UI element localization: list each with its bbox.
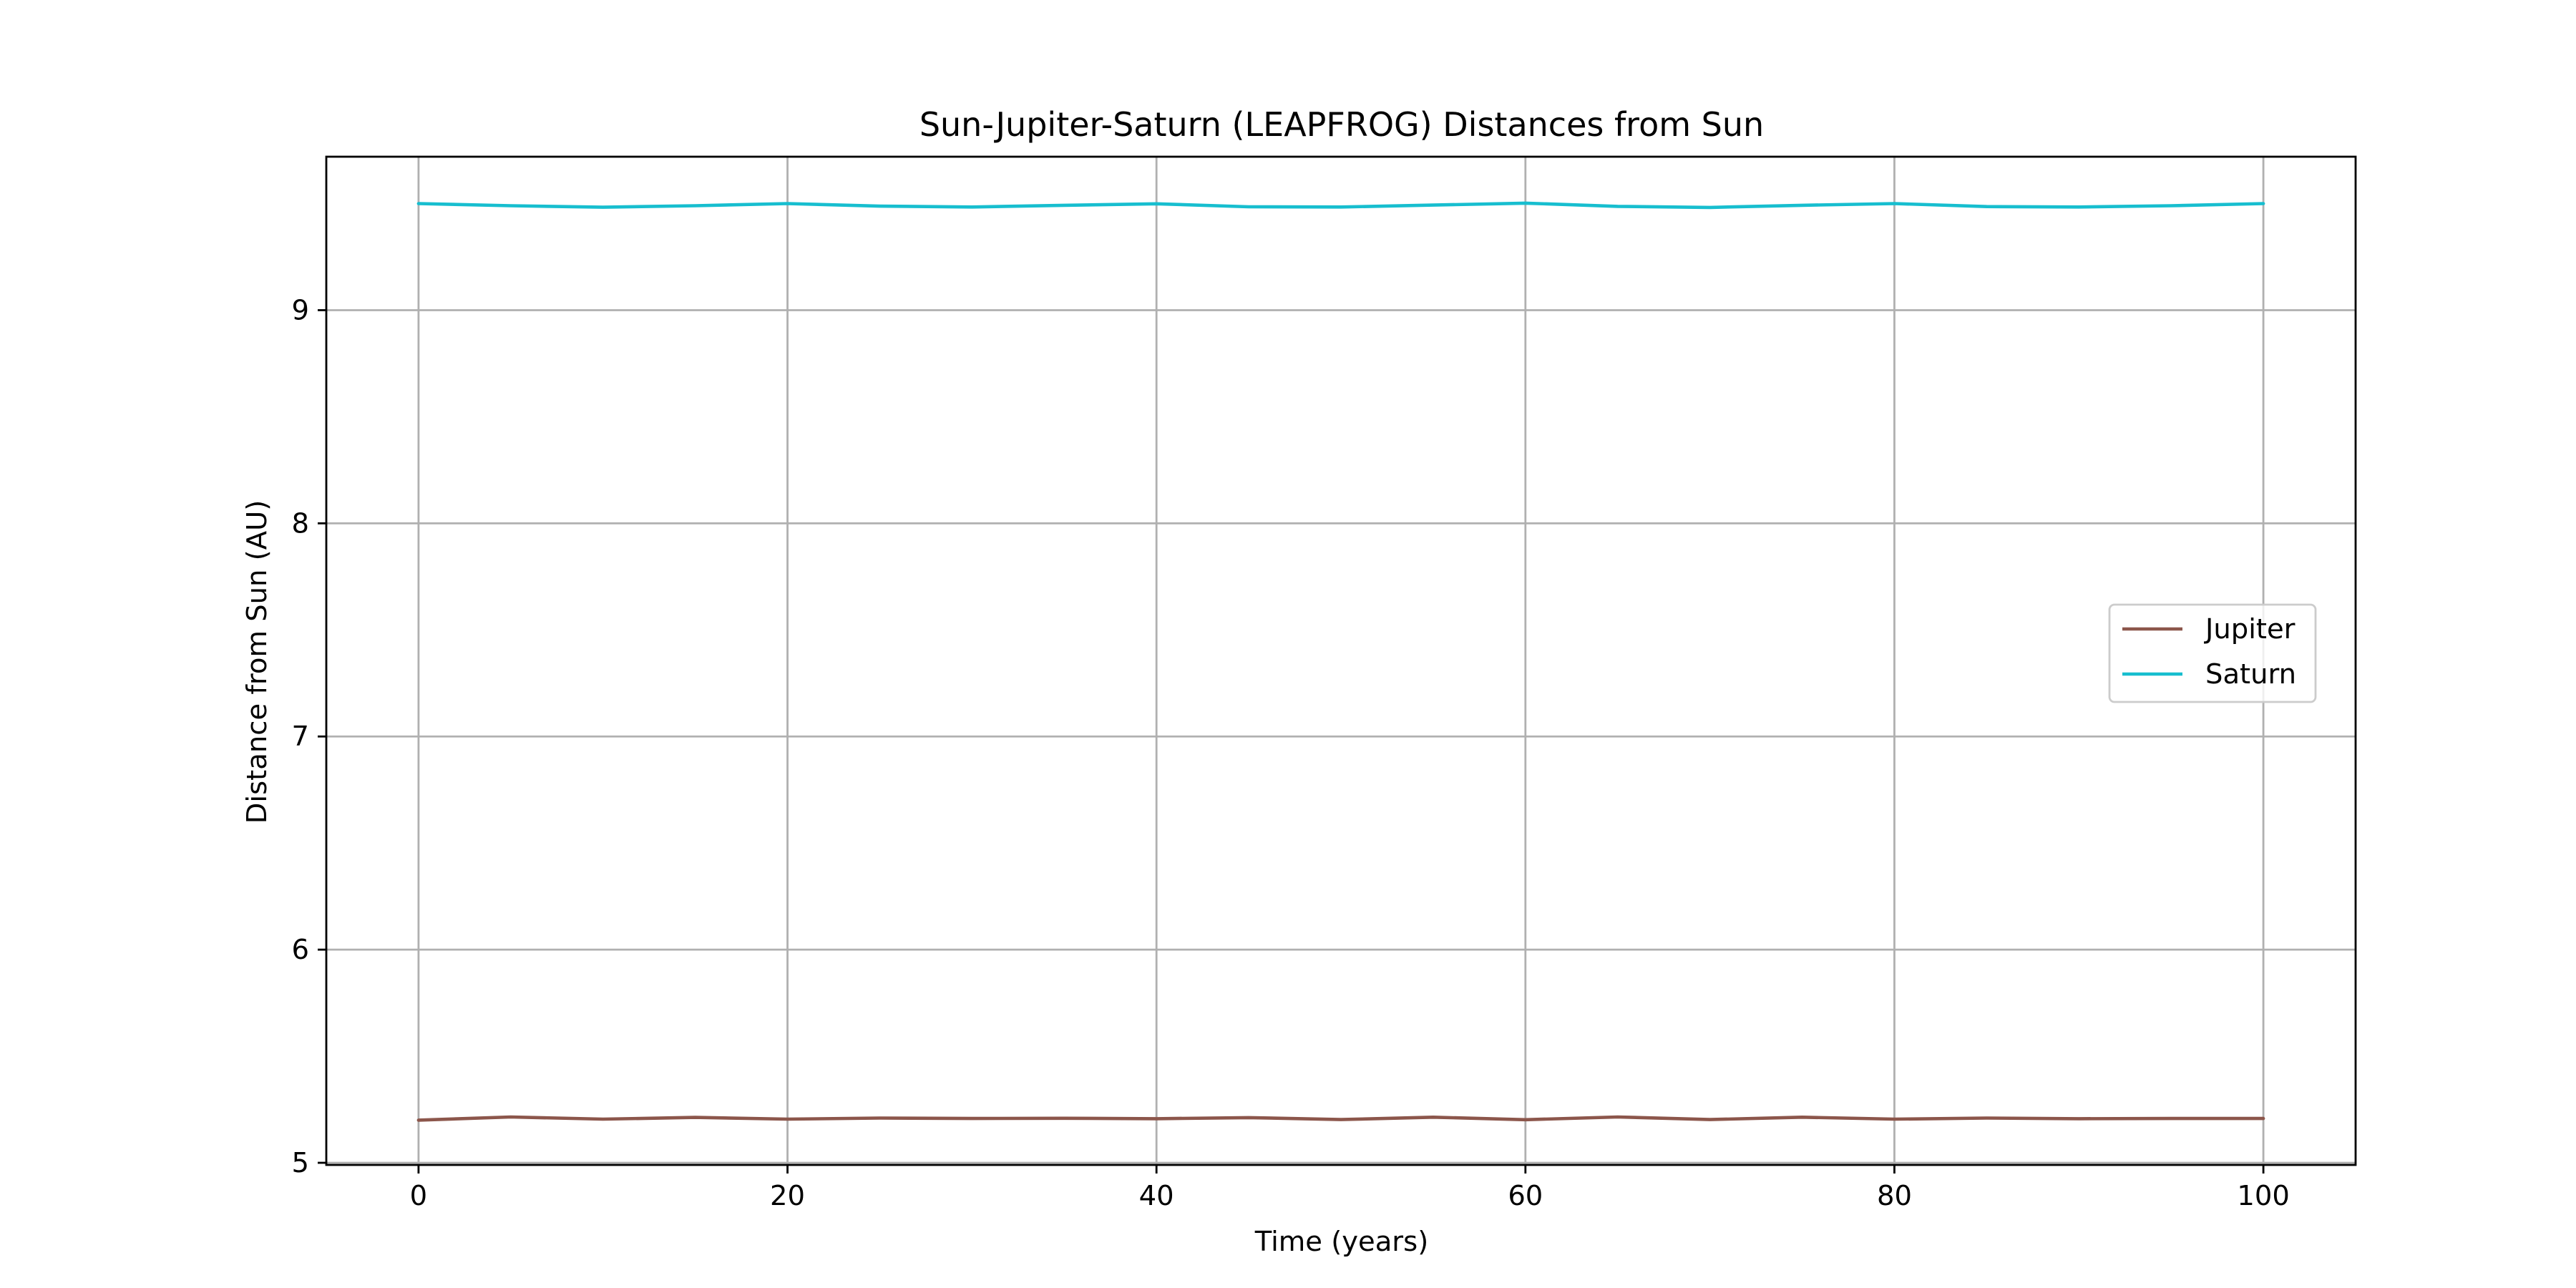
legend-label-saturn: Saturn [2205,658,2296,691]
series-lines [416,201,2265,1122]
x-tick-label: 80 [1877,1180,1912,1212]
x-axis-label: Time (years) [1254,1226,1428,1258]
grid [326,157,2356,1165]
y-tick-label: 5 [292,1147,310,1179]
axes-frame [325,155,2357,1166]
x-tick-label: 60 [1508,1180,1543,1212]
legend-label-jupiter: Jupiter [2204,613,2296,645]
y-axis-label: Distance from Sun (AU) [241,500,273,824]
axis-ticks: 0 20 40 60 80 100 5 6 7 8 9 [292,294,2290,1212]
y-tick-label: 6 [292,934,310,966]
x-tick-label: 100 [2237,1180,2290,1212]
x-tick-label: 20 [770,1180,805,1212]
x-tick-label: 0 [410,1180,428,1212]
chart-title: Sun-Jupiter-Saturn (LEAPFROG) Distances … [919,105,1764,144]
series-line-jupiter [416,1115,2265,1122]
y-tick-label: 7 [292,721,310,753]
x-tick-label: 40 [1139,1180,1174,1212]
y-tick-label: 9 [292,294,310,326]
y-tick-label: 8 [292,507,310,540]
series-line-saturn [416,201,2265,210]
legend: Jupiter Saturn [2108,603,2317,703]
